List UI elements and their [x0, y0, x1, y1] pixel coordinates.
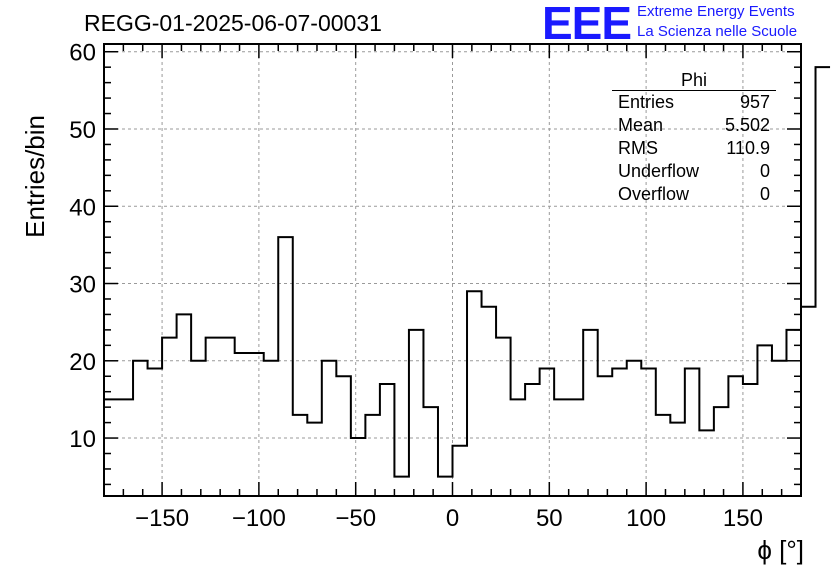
y-tick-label: 30 — [69, 272, 96, 299]
eee-logo: EEE — [542, 0, 632, 49]
stats-label: Entries — [618, 92, 675, 112]
stats-value: 110.9 — [726, 138, 770, 158]
x-tick-label: −100 — [232, 505, 286, 532]
y-tick-label: 50 — [69, 117, 96, 144]
stats-title: Phi — [612, 70, 776, 91]
y-axis-label-text: Entries/bin — [20, 115, 50, 238]
x-axis-label: ϕ [°] — [757, 535, 804, 565]
stats-label: Underflow — [618, 161, 700, 181]
y-tick-label: 10 — [69, 426, 96, 453]
stats-row-mean: Mean 5.502 — [612, 114, 776, 137]
stats-label: Mean — [618, 115, 664, 135]
stats-value: 957 — [739, 92, 770, 112]
plot-frame — [103, 43, 802, 497]
x-tick-label: 0 — [446, 505, 459, 532]
stats-box: Phi Entries 957 Mean 5.502 RMS 110.9 Und… — [612, 70, 776, 206]
y-tick-label: 20 — [69, 349, 96, 376]
stats-row-entries: Entries 957 — [612, 91, 776, 114]
histogram-series-phi — [104, 66, 831, 478]
stats-value: 0 — [759, 161, 770, 181]
axis-ticks — [103, 44, 802, 496]
stats-value: 5.502 — [724, 115, 770, 135]
stats-row-underflow: Underflow 0 — [612, 160, 776, 183]
axis-tick-labels: −150 −100 −50 0 50 100 150 10 20 30 40 50 60 — [69, 40, 763, 532]
y-tick-label: 60 — [69, 40, 96, 67]
x-tick-label: −50 — [335, 505, 376, 532]
y-axis-label: Entries/bin — [20, 115, 51, 238]
x-tick-label: −150 — [135, 505, 189, 532]
x-tick-label: 100 — [626, 505, 666, 532]
logo-line-1: Extreme Energy Events — [637, 3, 795, 20]
x-tick-label: 150 — [723, 505, 763, 532]
stats-row-rms: RMS 110.9 — [612, 137, 776, 160]
chart-title: REGG-01-2025-06-07-00031 — [84, 10, 382, 36]
x-tick-label: 50 — [536, 505, 563, 532]
y-tick-label: 40 — [69, 194, 96, 221]
stats-label: RMS — [618, 138, 658, 158]
stats-row-overflow: Overflow 0 — [612, 183, 776, 206]
logo-line-2: La Scienza nelle Scuole — [637, 23, 798, 40]
stats-label: Overflow — [618, 184, 690, 204]
stats-value: 0 — [759, 184, 770, 204]
